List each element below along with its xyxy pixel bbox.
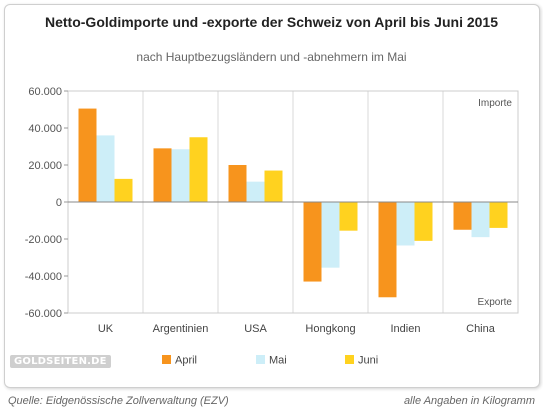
bar-april-indien <box>378 202 397 298</box>
bar-mai-uk <box>96 135 115 202</box>
bar-juni-argentinien <box>189 137 208 202</box>
y-tick-label: 40.000 <box>28 123 62 135</box>
y-tick-label: -40.000 <box>25 271 62 283</box>
y-tick-label: 60.000 <box>28 86 62 98</box>
legend-label-april: April <box>175 355 197 367</box>
y-tick-label: -20.000 <box>25 234 62 246</box>
legend-label-juni: Juni <box>358 355 378 367</box>
x-tick-label: USA <box>244 323 267 335</box>
x-tick-label: UK <box>98 323 114 335</box>
bar-juni-hongkong <box>339 202 358 231</box>
bar-mai-china <box>471 202 490 238</box>
y-axis-ticks: 60.000 40.000 20.000 0 -20.000 -40.000 -60.000 <box>25 86 68 320</box>
bar-mai-usa <box>246 181 265 202</box>
y-tick-label: 0 <box>56 197 62 209</box>
x-tick-label: Argentinien <box>153 323 209 335</box>
bar-juni-usa <box>264 170 283 202</box>
bar-juni-uk <box>114 178 133 202</box>
bar-juni-indien <box>414 202 433 241</box>
x-tick-label: China <box>466 323 496 335</box>
legend-swatch-mai <box>256 355 265 364</box>
annotation-importe: Importe <box>478 98 512 109</box>
y-tick-label: -60.000 <box>25 308 62 320</box>
bar-april-argentinien <box>153 148 172 202</box>
bar-juni-china <box>489 202 508 228</box>
x-tick-label: Indien <box>391 323 421 335</box>
bar-mai-indien <box>396 202 415 246</box>
source-note: Quelle: Eidgenössische Zollverwaltung (E… <box>8 395 229 407</box>
legend-swatch-april <box>162 355 171 364</box>
bar-april-china <box>453 202 472 230</box>
bar-mai-argentinien <box>171 149 190 202</box>
bar-mai-hongkong <box>321 202 340 268</box>
chart-subtitle: nach Hauptbezugsländern und -abnehmern i… <box>136 50 407 64</box>
x-tick-label: Hongkong <box>305 323 355 335</box>
legend-label-mai: Mai <box>269 355 287 367</box>
bar-april-usa <box>228 165 247 202</box>
chart-title: Netto-Goldimporte und -exporte der Schwe… <box>45 14 498 30</box>
legend-swatch-juni <box>345 355 354 364</box>
unit-note: alle Angaben in Kilogramm <box>403 395 535 407</box>
annotation-exporte: Exporte <box>478 297 513 308</box>
bar-april-uk <box>78 108 97 202</box>
chart-bars <box>78 108 508 298</box>
goldseiten-logo: GOLDSEITEN.DE <box>10 355 111 368</box>
chart-legend: April Mai Juni <box>162 355 378 367</box>
bar-april-hongkong <box>303 202 322 282</box>
y-tick-label: 20.000 <box>28 160 62 172</box>
x-axis-ticks: UK Argentinien USA Hongkong Indien China <box>98 323 496 335</box>
